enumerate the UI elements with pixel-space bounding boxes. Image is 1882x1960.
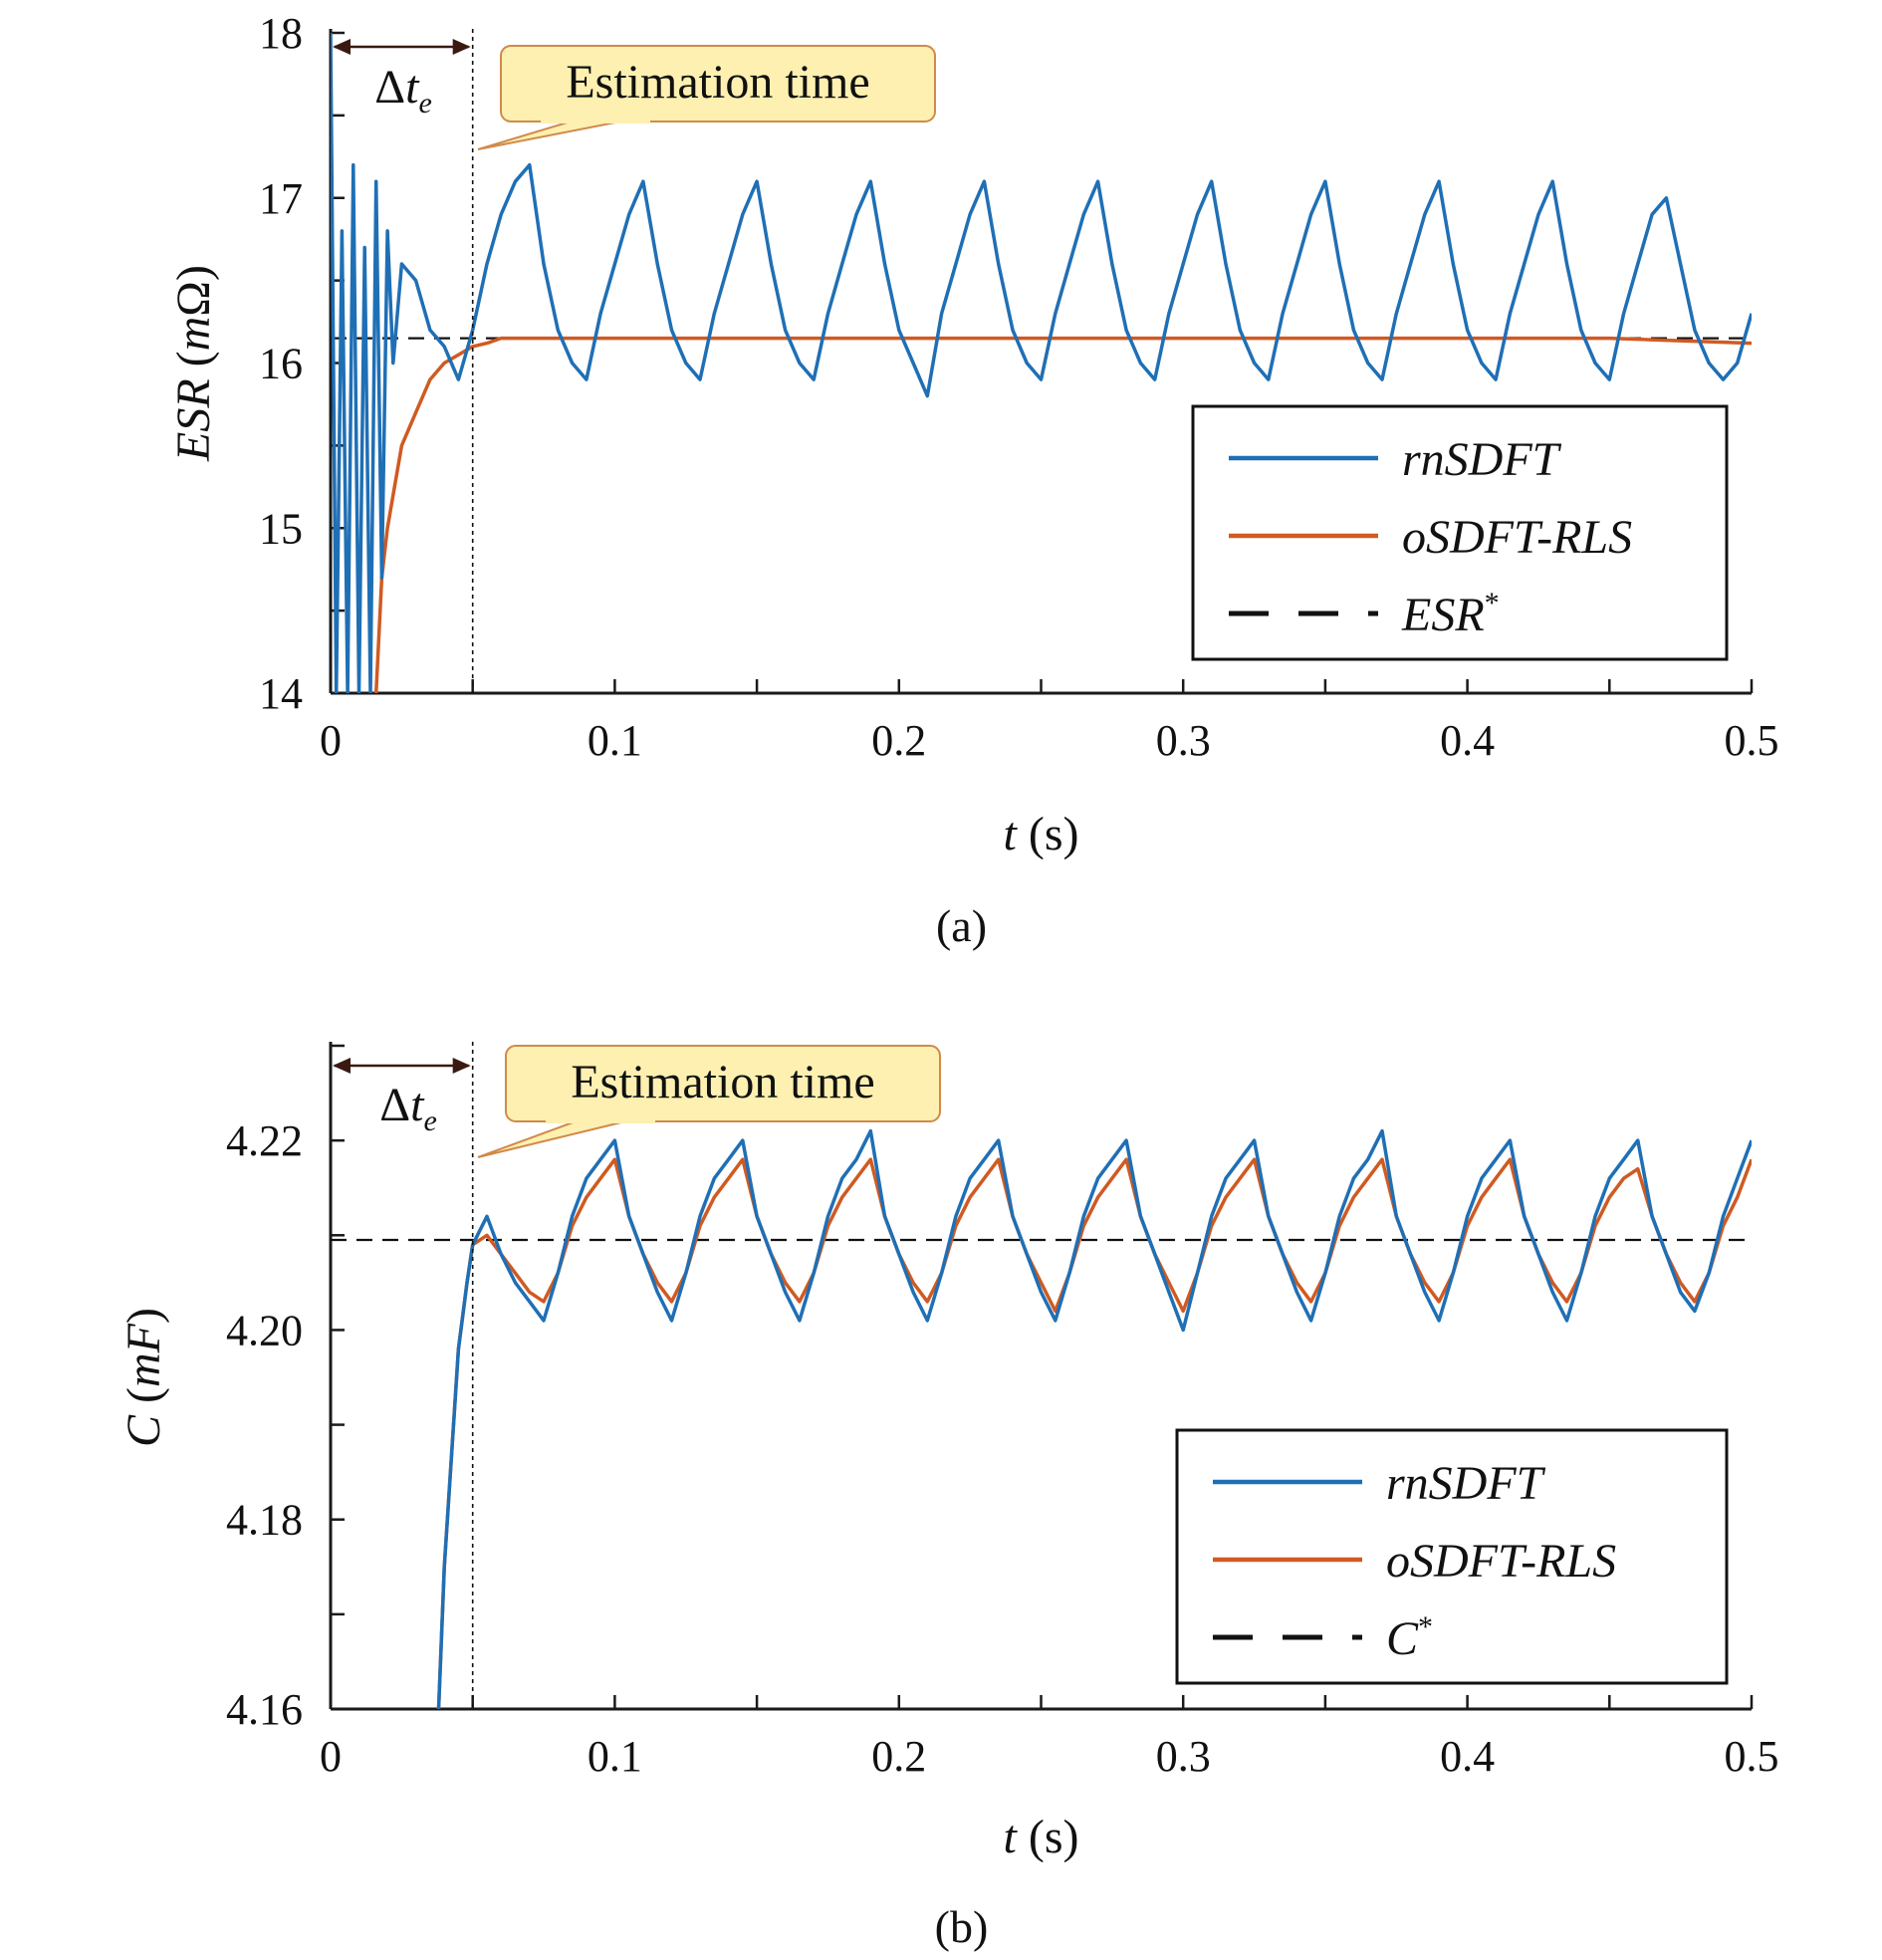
x-axis-label-var: t <box>1004 1811 1019 1863</box>
callout-seam <box>546 1117 655 1123</box>
x-tick-label: 0.2 <box>871 1732 926 1781</box>
y-axis-label: ESR (mΩ) <box>167 265 220 462</box>
y-axis-label: C (mF) <box>118 1308 170 1447</box>
x-tick-label: 0.5 <box>1725 1732 1779 1781</box>
x-axis-label: t (s) <box>1004 1811 1079 1863</box>
y-tick-label: 16 <box>259 340 303 388</box>
y-axis-label-close: ) <box>118 1308 170 1324</box>
legend-entry-1: rnSDFT <box>1402 433 1562 486</box>
y-tick-label: 14 <box>259 669 303 718</box>
series-line-rnsdft <box>331 33 1752 693</box>
series-line-osdft-rls <box>373 336 1752 693</box>
panel-caption: (a) <box>936 900 987 951</box>
legend-label: oSDFT-RLS <box>1386 1535 1616 1588</box>
chart-panel-b: 0 0.1 0.2 0.3 0.4 0.5 4.16 4.18 4.20 4.22 t (s) C (… <box>118 1042 1779 1952</box>
callout-seam <box>541 118 650 123</box>
callout-pointer <box>477 1120 626 1158</box>
y-axis-label-var: ESR <box>167 378 220 462</box>
x-axis-label-unit: (s) <box>1017 808 1079 860</box>
y-axis-label-close: Ω) <box>167 265 220 317</box>
y-tick-label: 4.22 <box>226 1116 303 1165</box>
x-tick-label: 0.2 <box>871 716 926 765</box>
y-tick-label: 18 <box>259 9 303 58</box>
legend-entry-3: C* <box>1386 1610 1433 1665</box>
legend-box <box>1191 404 1729 661</box>
legend-label: oSDFT-RLS <box>1402 511 1632 564</box>
plot-area <box>331 1128 1752 1709</box>
legend-superscript: * <box>1418 1610 1433 1643</box>
delta-t-var: t <box>410 1079 425 1131</box>
callout-box <box>500 45 936 122</box>
legend-entry-3: ESR* <box>1401 587 1500 641</box>
y-tick-label: 4.18 <box>226 1496 303 1545</box>
panel-caption: (b) <box>935 1901 989 1952</box>
legend-label: rnSDFT <box>1402 433 1562 486</box>
x-tick-label: 0.5 <box>1725 716 1779 765</box>
y-tick-label: 17 <box>259 174 303 223</box>
x-tick-label: 0.1 <box>588 1732 642 1781</box>
x-axis-label: t (s) <box>1004 808 1079 860</box>
delta-t-var: t <box>405 61 420 114</box>
delta-t-subscript: e <box>418 87 431 120</box>
x-tick-label: 0.4 <box>1440 1732 1495 1781</box>
y-tick-label: 4.20 <box>226 1306 303 1354</box>
delta-t-subscript: e <box>423 1104 436 1137</box>
y-axis-label-var: C <box>118 1414 170 1447</box>
legend-label: rnSDFT <box>1386 1457 1546 1510</box>
delta-arrow-left-head <box>333 39 351 55</box>
y-axis-label-open: ( <box>118 1387 170 1415</box>
legend-box <box>1175 1428 1729 1685</box>
legend-label: C <box>1386 1612 1419 1665</box>
x-tick-label: 0.3 <box>1156 1732 1211 1781</box>
delta-t-label: Δte <box>379 1079 437 1137</box>
callout-pointer <box>477 121 621 150</box>
x-tick-label: 0 <box>320 1732 342 1781</box>
y-tick-label: 15 <box>259 504 303 553</box>
delta-arrow-right-head <box>452 1058 471 1074</box>
x-tick-label: 0.1 <box>588 716 642 765</box>
y-axis-label-open: ( <box>167 351 220 378</box>
delta-symbol: Δ <box>374 61 405 114</box>
x-tick-label: 0.3 <box>1156 716 1211 765</box>
series-line-rnsdft <box>436 1128 1752 1709</box>
plot-area <box>331 33 1752 693</box>
callout-box <box>505 1045 941 1122</box>
delta-t-label: Δte <box>374 61 432 120</box>
legend-superscript: * <box>1485 587 1500 619</box>
delta-arrow-right-head <box>452 39 471 55</box>
y-tick-label: 4.16 <box>226 1685 303 1734</box>
y-axis-label-unit-var: m <box>167 317 220 352</box>
callout-text: Estimation time <box>566 56 869 109</box>
legend-entry-1: rnSDFT <box>1386 1457 1546 1510</box>
x-axis-label-unit: (s) <box>1017 1811 1079 1863</box>
legend-label: ESR <box>1401 589 1485 641</box>
callout-text: Estimation time <box>571 1056 874 1108</box>
legend-entry-2: oSDFT-RLS <box>1402 511 1632 564</box>
delta-symbol: Δ <box>379 1079 410 1131</box>
x-tick-label: 0 <box>320 716 342 765</box>
delta-arrow-left-head <box>333 1058 351 1074</box>
x-tick-label: 0.4 <box>1440 716 1495 765</box>
x-axis-label-var: t <box>1004 808 1019 860</box>
y-axis-label-unit-var: mF <box>118 1323 170 1387</box>
legend-entry-2: oSDFT-RLS <box>1386 1535 1616 1588</box>
